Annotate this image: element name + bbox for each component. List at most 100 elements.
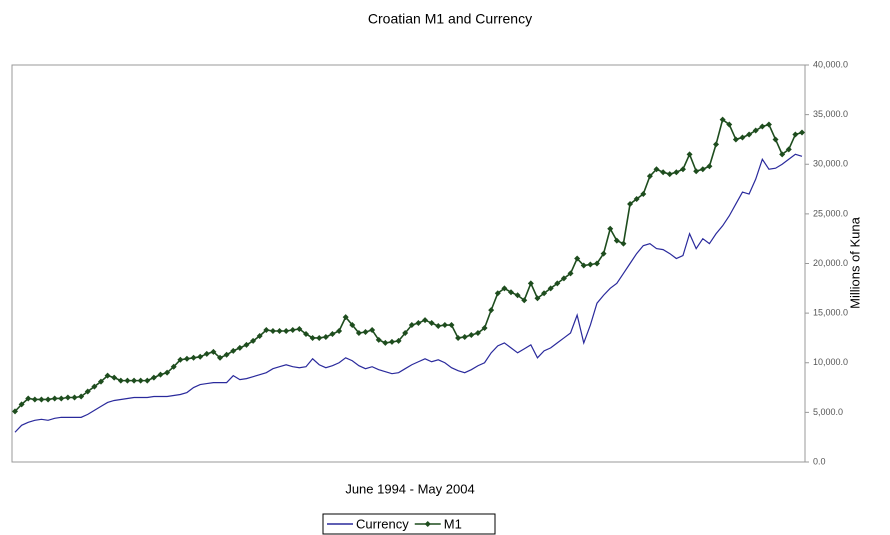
point-marker [785,146,792,153]
point-marker [441,322,448,329]
point-marker [759,123,766,130]
point-marker [415,320,422,327]
point-marker [104,372,111,379]
point-marker [362,328,369,335]
point-marker [521,297,528,304]
point-marker [236,344,243,351]
point-marker [732,136,739,143]
point-marker [600,250,607,257]
point-marker [666,171,673,178]
point-marker [422,317,429,324]
point-marker [719,116,726,123]
point-marker [746,131,753,138]
point-marker [190,354,197,361]
legend [322,513,496,535]
point-marker [428,320,435,327]
point-marker [547,285,554,292]
point-marker [448,322,455,329]
point-marker [402,329,409,336]
y-tick-label: 30,000.0 [813,159,848,169]
point-marker [613,237,620,244]
point-marker [250,337,257,344]
point-marker [283,327,290,334]
point-marker [779,151,786,158]
point-marker [375,336,382,343]
point-marker [170,363,177,370]
point-marker [660,169,667,176]
point-marker [296,326,303,333]
point-marker [455,334,462,341]
point-marker [203,350,210,357]
point-marker [713,141,720,148]
point-marker [230,347,237,354]
point-marker [640,191,647,198]
point-marker [765,121,772,128]
legend-label: M1 [444,516,462,531]
x-axis-label: June 1994 - May 2004 [345,481,474,496]
point-marker [593,260,600,267]
point-marker [534,295,541,302]
point-marker [329,330,336,337]
point-marker [587,261,594,268]
point-marker [554,280,561,287]
point-marker [309,334,316,341]
point-marker [117,377,124,384]
point-marker [322,333,329,340]
point-marker [131,377,138,384]
point-marker [71,394,78,401]
point-marker [336,327,343,334]
point-marker [772,136,779,143]
point-marker [395,337,402,344]
point-marker [223,351,230,358]
point-marker [646,173,653,180]
point-marker [408,322,415,329]
y-tick-label: 40,000.0 [813,59,848,69]
point-marker [627,200,634,207]
point-marker [78,393,85,400]
point-marker [111,374,118,381]
point-marker [276,327,283,334]
point-marker [355,329,362,336]
point-marker [150,374,157,381]
chart-title: Croatian M1 and Currency [368,11,532,27]
point-marker [91,383,98,390]
point-marker [31,396,38,403]
point-marker [382,339,389,346]
y-tick-label: 20,000.0 [813,258,848,268]
point-marker [342,314,349,321]
point-marker [316,334,323,341]
point-marker [210,348,217,355]
point-marker [12,408,18,415]
point-marker [183,355,190,362]
point-marker [686,151,693,158]
y-tick-label: 35,000.0 [813,109,848,119]
point-marker [435,323,442,330]
point-marker [673,169,680,176]
point-marker [289,326,296,333]
point-marker [64,394,71,401]
y-tick-label: 15,000.0 [813,308,848,318]
point-marker [699,166,706,173]
point-marker [38,396,45,403]
point-marker [157,371,164,378]
point-marker [461,333,468,340]
point-marker [620,240,627,247]
point-marker [693,168,700,175]
point-marker [706,163,713,170]
point-marker [177,356,184,363]
point-marker [58,395,65,402]
point-marker [18,401,25,408]
point-marker [739,134,746,141]
y-tick-label: 25,000.0 [813,208,848,218]
point-marker [607,225,614,232]
point-marker [263,326,270,333]
point-marker [349,322,356,329]
point-marker [527,280,534,287]
point-marker [574,255,581,262]
point-marker [25,395,32,402]
point-marker [164,369,171,376]
point-marker [508,289,515,296]
point-marker [97,378,104,385]
point-marker [369,326,376,333]
point-marker [269,327,276,334]
